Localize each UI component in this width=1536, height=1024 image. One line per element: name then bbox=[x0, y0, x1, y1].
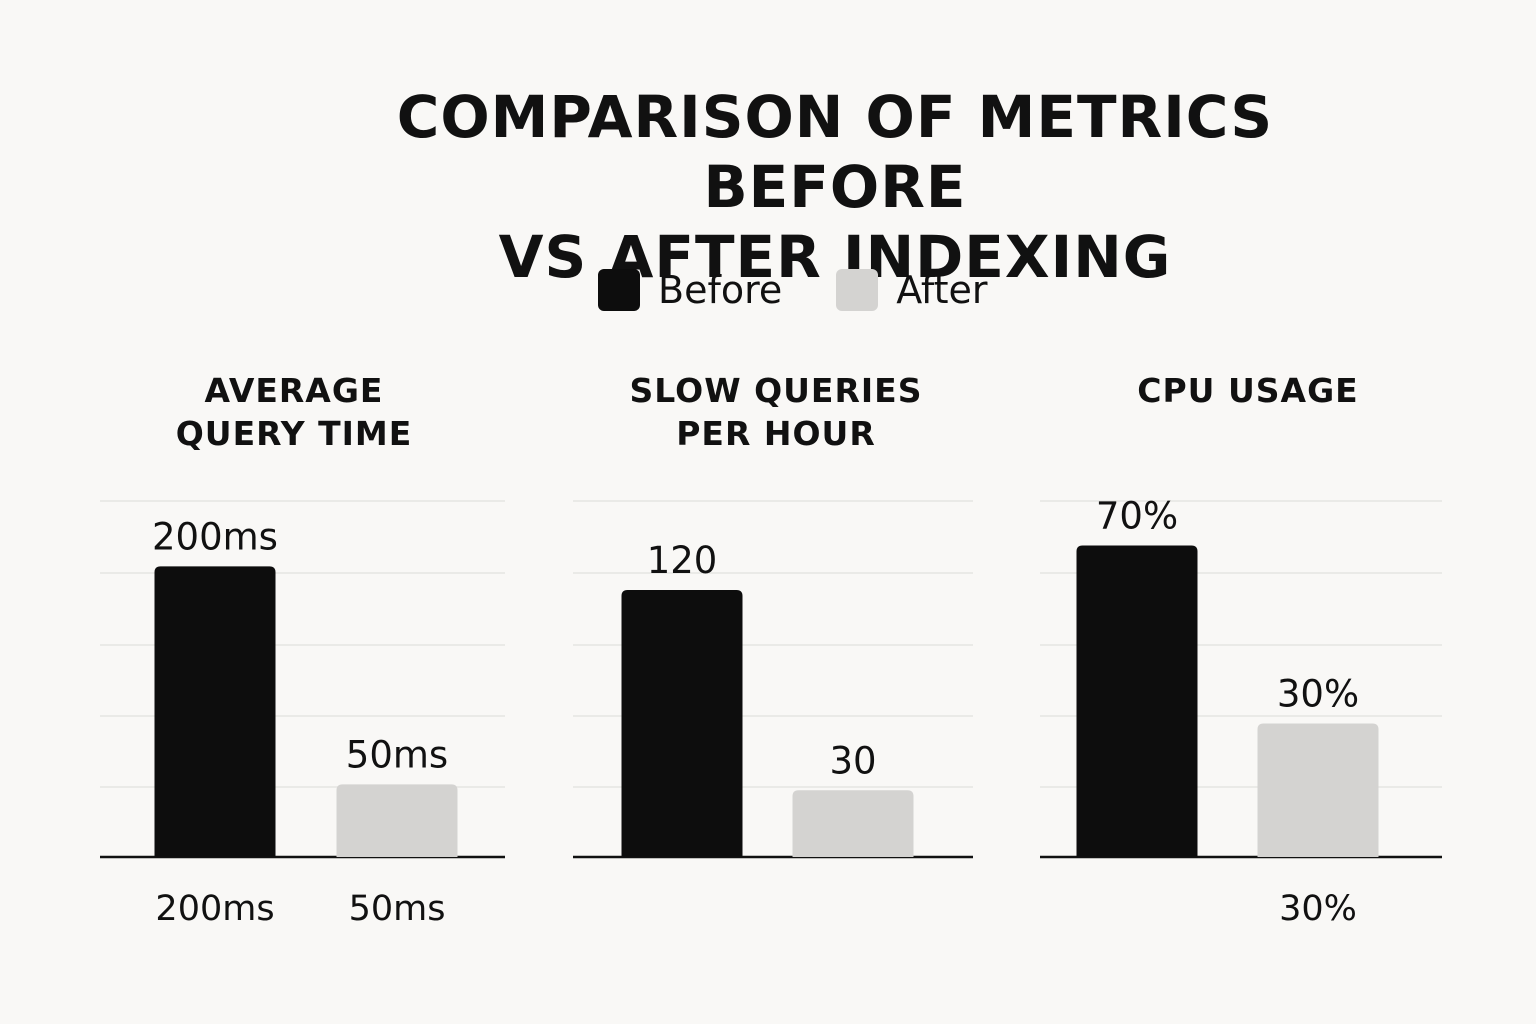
bar-1-before bbox=[154, 566, 276, 857]
category-label-1-before: 200ms bbox=[155, 889, 274, 929]
chart-title-line-1: COMPARISON OF METRICS BEFORE bbox=[396, 83, 1274, 221]
bar-3-after bbox=[1257, 723, 1379, 857]
legend-label-after: After bbox=[896, 268, 988, 312]
panel-title-1-line-1: AVERAGE bbox=[205, 371, 384, 410]
legend-swatch-after bbox=[836, 269, 879, 311]
bar-1-after bbox=[336, 784, 458, 857]
value-label-3-after: 30% bbox=[1277, 673, 1359, 716]
panel-title-1-line-2: QUERY TIME bbox=[176, 414, 413, 453]
legend: Before After bbox=[598, 268, 1042, 312]
category-label-1-after: 50ms bbox=[349, 889, 446, 929]
panel-title-2-line-2: PER HOUR bbox=[676, 414, 876, 453]
value-label-3-before: 70% bbox=[1096, 495, 1178, 538]
bar-2-after bbox=[792, 790, 914, 857]
category-label-3-after: 30% bbox=[1279, 889, 1357, 929]
chart-title: COMPARISON OF METRICS BEFORE VS AFTER IN… bbox=[300, 82, 1370, 292]
bar-2-before bbox=[621, 590, 743, 857]
value-label-1-after: 50ms bbox=[346, 733, 448, 776]
legend-item-before: Before bbox=[598, 268, 782, 312]
legend-item-after: After bbox=[836, 268, 988, 312]
value-label-1-before: 200ms bbox=[152, 515, 278, 558]
value-label-2-after: 30 bbox=[829, 739, 876, 782]
value-label-2-before: 120 bbox=[647, 539, 718, 582]
legend-label-before: Before bbox=[658, 268, 783, 312]
bar-3-before bbox=[1076, 545, 1198, 857]
panel-title-3-line-1: CPU USAGE bbox=[1137, 371, 1358, 410]
panel-title-2-line-1: SLOW QUERIES bbox=[630, 371, 923, 410]
legend-swatch-before bbox=[598, 269, 640, 311]
